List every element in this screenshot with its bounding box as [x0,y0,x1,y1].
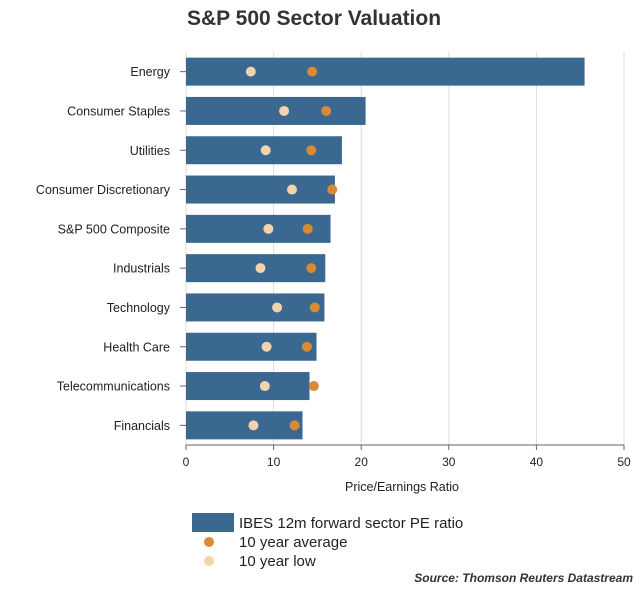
x-axis-title: Price/Earnings Ratio [345,480,459,494]
x-tick-label: 40 [530,455,544,469]
category-labels: Energy Consumer Staples Utilities Consumer … [36,65,186,433]
dot-10-year-average [306,145,317,156]
dot-10-year-average [302,223,313,234]
bar [186,411,303,440]
x-tick-label: 30 [442,455,456,469]
x-tick-label: 10 [267,455,281,469]
legend-swatch-low [204,556,214,566]
legend-label-bar: IBES 12m forward sector PE ratio [239,515,463,532]
dot-10-year-average [289,420,300,431]
dot-10-year-low [255,263,266,274]
category-label: Telecommunications [57,380,170,394]
category-label: S&P 500 Composite [58,222,170,236]
dot-10-year-average [309,302,320,313]
x-tick-label: 20 [355,455,369,469]
bar [186,332,317,361]
bar [186,96,366,125]
category-label: Technology [107,301,171,315]
bars [186,57,585,440]
bar [186,293,325,322]
legend-label-low: 10 year low [239,553,316,570]
dot-10-year-low [261,341,272,352]
dot-10-year-low [245,66,256,77]
dots [245,66,338,431]
dot-10-year-low [263,223,274,234]
dot-10-year-average [307,66,318,77]
category-label: Consumer Discretionary [36,183,171,197]
bar [186,372,310,401]
dot-10-year-low [259,381,270,392]
dot-10-year-average [301,341,312,352]
category-label: Financials [114,419,170,433]
legend: IBES 12m forward sector PE ratio 10 year… [192,513,463,570]
dot-10-year-average [308,381,319,392]
x-tick-label: 50 [617,455,631,469]
dot-10-year-low [248,420,259,431]
chart-title: S&P 500 Sector Valuation [187,7,441,30]
source-note: Source: Thomson Reuters Datastream [414,571,633,585]
dot-10-year-average [321,105,332,116]
category-label: Utilities [130,144,170,158]
dot-10-year-average [306,263,317,274]
category-label: Consumer Staples [67,104,170,118]
dot-10-year-low [279,105,290,116]
dot-10-year-low [286,184,297,195]
dot-10-year-average [327,184,338,195]
legend-swatch-bar [192,513,234,532]
x-axis: 0 10 20 30 40 50 [183,444,631,469]
dot-10-year-low [260,145,271,156]
legend-swatch-average [204,537,214,547]
x-tick-label: 0 [183,455,190,469]
bar [186,175,335,204]
bar [186,57,585,86]
category-label: Industrials [113,262,170,276]
category-label: Energy [130,65,170,79]
dot-10-year-low [272,302,283,313]
legend-label-average: 10 year average [239,534,347,551]
category-label: Health Care [103,340,170,354]
